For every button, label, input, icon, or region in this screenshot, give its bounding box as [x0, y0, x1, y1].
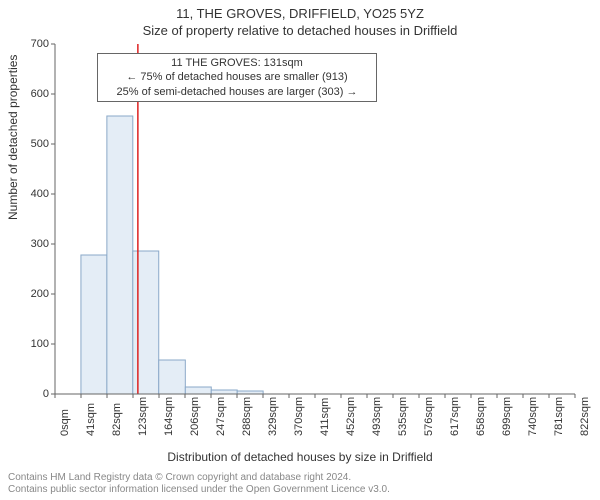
- x-tick-label: 123sqm: [137, 397, 149, 436]
- x-tick-label: 576sqm: [423, 397, 435, 436]
- y-tick-label: 100: [31, 338, 49, 350]
- title-sub: Size of property relative to detached ho…: [0, 21, 600, 38]
- x-tick-label: 164sqm: [163, 397, 175, 436]
- x-tick-label: 740sqm: [527, 397, 539, 436]
- y-tick-label: 400: [31, 188, 49, 200]
- x-tick-label: 82sqm: [111, 403, 123, 436]
- x-tick-label: 699sqm: [501, 397, 513, 436]
- x-tick-label: 617sqm: [449, 397, 461, 436]
- y-tick-label: 300: [31, 238, 49, 250]
- x-tick-label: 452sqm: [345, 397, 357, 436]
- x-tick-label: 535sqm: [397, 397, 409, 436]
- footer-line1: Contains HM Land Registry data © Crown c…: [8, 472, 390, 484]
- x-tick-label: 206sqm: [189, 397, 201, 436]
- y-tick-label: 700: [31, 38, 49, 50]
- x-axis-label: Distribution of detached houses by size …: [0, 450, 600, 464]
- y-tick-label: 600: [31, 88, 49, 100]
- y-tick-label: 0: [43, 388, 49, 400]
- x-tick-label: 493sqm: [371, 397, 383, 436]
- footer-line2: Contains public sector information licen…: [8, 484, 390, 496]
- x-tick-label: 370sqm: [293, 397, 305, 436]
- annotation-box: 11 THE GROVES: 131sqm ← 75% of detached …: [97, 53, 377, 102]
- y-tick-label: 500: [31, 138, 49, 150]
- title-main: 11, THE GROVES, DRIFFIELD, YO25 5YZ: [0, 0, 600, 21]
- annotation-line2: ← 75% of detached houses are smaller (91…: [104, 70, 370, 84]
- x-tick-label: 658sqm: [475, 397, 487, 436]
- x-tick-label: 822sqm: [579, 397, 591, 436]
- x-tick-label: 781sqm: [553, 397, 565, 436]
- annotation-line1: 11 THE GROVES: 131sqm: [104, 56, 370, 70]
- x-tick-label: 247sqm: [215, 397, 227, 436]
- x-tick-label: 288sqm: [241, 397, 253, 436]
- x-ticks: 0sqm 41sqm 82sqm 123sqm 164sqm 206sqm 247sqm 28…: [55, 394, 575, 454]
- x-tick-label: 41sqm: [85, 403, 97, 436]
- y-tick-label: 200: [31, 288, 49, 300]
- y-ticks: 0100200300400500600700: [0, 44, 55, 394]
- footer-attribution: Contains HM Land Registry data © Crown c…: [8, 472, 390, 496]
- annotation-line3: 25% of semi-detached houses are larger (…: [104, 85, 370, 99]
- x-tick-label: 0sqm: [59, 409, 71, 436]
- x-tick-label: 411sqm: [319, 398, 331, 436]
- x-tick-label: 329sqm: [267, 397, 279, 436]
- chart-area: 11 THE GROVES: 131sqm ← 75% of detached …: [55, 44, 575, 394]
